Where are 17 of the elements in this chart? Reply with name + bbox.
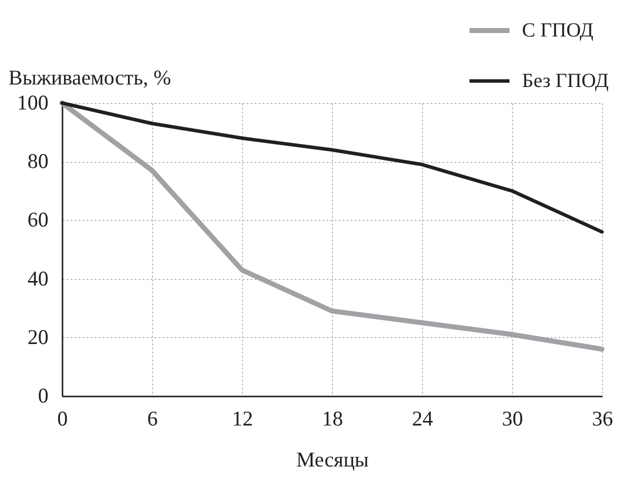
x-tick-label: 12 bbox=[232, 406, 253, 430]
y-axis-title: Выживаемость, % bbox=[8, 66, 172, 90]
x-tick-label: 24 bbox=[412, 406, 434, 430]
x-tick-label: 6 bbox=[147, 406, 158, 430]
y-tick-label: 40 bbox=[28, 266, 48, 290]
y-tick-label: 100 bbox=[17, 90, 48, 114]
legend-label: Без ГПОД bbox=[522, 70, 609, 92]
y-tick-label: 60 bbox=[28, 208, 48, 232]
y-tick-label: 0 bbox=[38, 384, 48, 408]
x-tick-label: 36 bbox=[592, 406, 613, 430]
legend-label: С ГПОД bbox=[522, 20, 594, 42]
y-tick-label: 80 bbox=[28, 149, 48, 174]
x-tick-label: 18 bbox=[322, 406, 343, 430]
x-axis-title: Месяцы bbox=[296, 448, 369, 472]
y-tick-label: 20 bbox=[28, 324, 48, 349]
x-tick-label: 0 bbox=[57, 406, 68, 430]
x-tick-label: 30 bbox=[502, 406, 523, 430]
